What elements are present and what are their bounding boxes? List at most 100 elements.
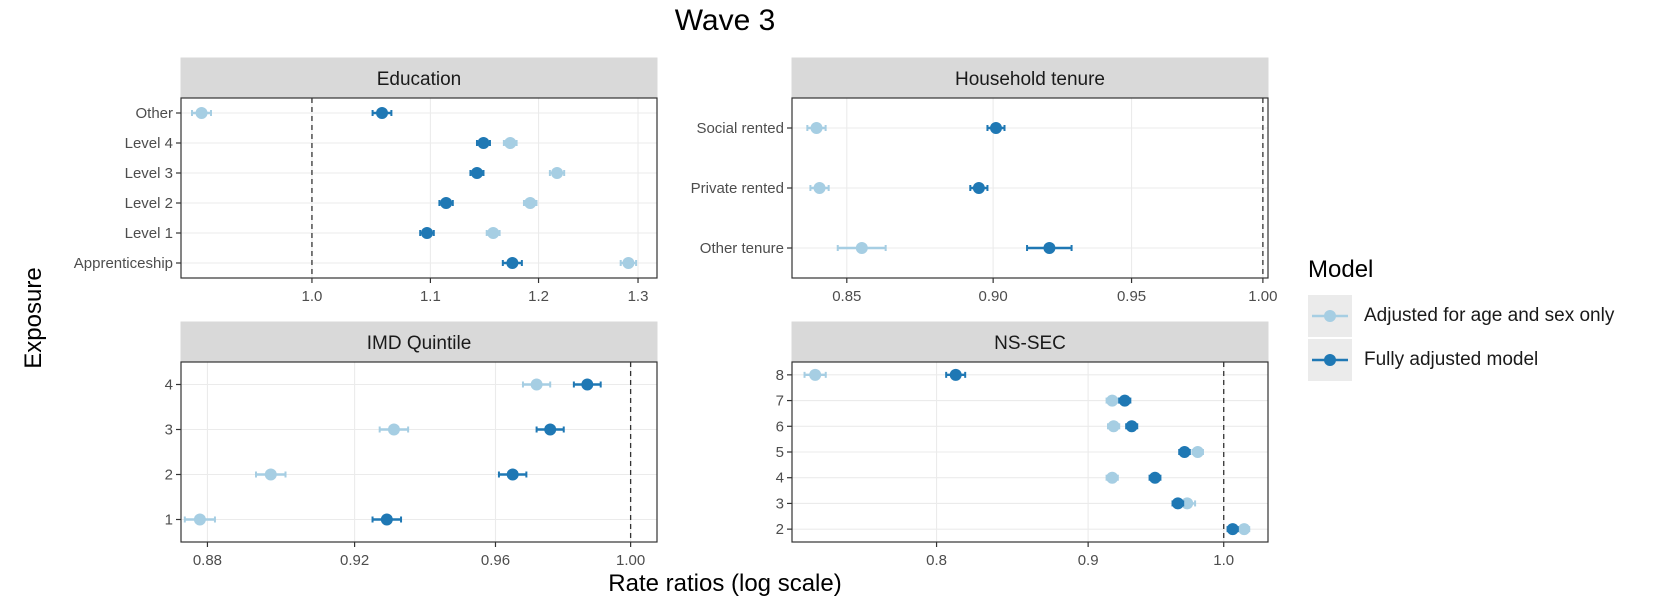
data-point <box>622 257 635 269</box>
y-tick-label: 2 <box>165 467 173 484</box>
y-tick-label: Level 1 <box>125 225 173 242</box>
x-tick-label: 0.8 <box>926 552 947 569</box>
x-tick-label: 1.00 <box>616 552 645 569</box>
data-point <box>387 423 400 436</box>
x-tick-label: 0.92 <box>340 552 369 569</box>
data-point <box>1238 523 1251 536</box>
data-point <box>506 468 519 481</box>
facet-strip <box>791 57 1269 99</box>
data-point <box>1043 242 1056 254</box>
x-tick-label: 0.95 <box>1117 288 1146 305</box>
data-point <box>1171 497 1184 510</box>
x-tick-label: 1.00 <box>1248 288 1277 305</box>
y-tick-label: 4 <box>165 377 173 394</box>
y-tick-label: 8 <box>776 367 784 384</box>
y-tick-label: 1 <box>165 512 173 529</box>
data-point <box>1191 446 1204 458</box>
x-tick-label: 1.0 <box>302 288 323 305</box>
data-point <box>810 122 823 134</box>
facet-title: Household tenure <box>955 69 1105 90</box>
legend-item-adjusted-age-sex: Adjusted for age and sex only <box>1308 294 1614 338</box>
data-point <box>530 378 543 391</box>
y-tick-label: 3 <box>165 422 173 439</box>
y-tick-label: Private rented <box>691 180 784 197</box>
facet-ns-sec: NS-SEC 0.8 0.9 1.0 8 7 6 5 4 3 2 <box>776 321 1269 569</box>
y-tick-label: 5 <box>776 444 784 461</box>
legend: Model Adjusted for age and sex only Full… <box>1308 256 1614 382</box>
x-tick-label: 1.1 <box>420 288 441 305</box>
x-tick-label: 0.88 <box>193 552 222 569</box>
y-tick-label: 2 <box>776 521 784 538</box>
data-point <box>1178 446 1191 458</box>
x-tick-label: 0.96 <box>481 552 510 569</box>
facet-strip <box>791 321 1269 363</box>
facet-household-tenure: Household tenure 0.85 0.90 0.95 1.00 Social r… <box>691 57 1277 305</box>
data-point <box>487 227 500 239</box>
y-tick-label: 7 <box>776 393 784 410</box>
facet-education: Education 1.0 1.1 1.2 1.3 Other Level 4 Level 3… <box>74 57 658 305</box>
data-point <box>506 257 519 269</box>
data-point <box>581 378 594 391</box>
y-tick-label: Other tenure <box>700 240 784 257</box>
legend-key-adjusted-age-sex <box>1308 295 1352 337</box>
data-point <box>524 197 537 209</box>
legend-key-fully-adjusted <box>1308 339 1352 381</box>
y-tick-label: 3 <box>776 495 784 512</box>
data-point <box>380 513 393 526</box>
data-point <box>376 107 389 119</box>
data-point <box>1125 420 1138 433</box>
y-tick-label: Social rented <box>696 120 784 137</box>
facet-title: IMD Quintile <box>367 333 472 354</box>
data-point <box>1118 394 1131 407</box>
data-point <box>1149 471 1162 484</box>
x-tick-label: 1.2 <box>528 288 549 305</box>
y-tick-label: 4 <box>776 470 784 487</box>
facet-title: NS-SEC <box>994 333 1066 354</box>
legend-label-fully-adjusted: Fully adjusted model <box>1364 349 1539 370</box>
panel-border <box>180 97 658 279</box>
data-point <box>193 513 206 526</box>
legend-title: Model <box>1308 256 1374 283</box>
y-tick-label: Apprenticeship <box>74 255 173 272</box>
x-tick-label: 1.0 <box>1213 552 1234 569</box>
data-point <box>1106 394 1119 407</box>
data-point <box>809 368 822 381</box>
facet-imd-quintile: IMD Quintile 0.88 0.92 0.96 1.00 4 3 2 1 <box>165 321 658 569</box>
facet-title: Education <box>377 69 462 90</box>
legend-item-fully-adjusted: Fully adjusted model <box>1308 338 1614 382</box>
y-tick-label: 6 <box>776 418 784 435</box>
data-point <box>195 107 208 119</box>
data-point <box>264 468 277 481</box>
panel-background <box>181 362 657 542</box>
panel-background <box>181 98 657 278</box>
data-point <box>504 137 517 149</box>
data-point <box>544 423 557 436</box>
data-point <box>1226 523 1239 536</box>
facet-strip <box>180 321 658 363</box>
y-tick-label: Level 4 <box>125 135 173 152</box>
data-point <box>949 368 962 381</box>
data-point <box>1107 420 1120 433</box>
data-point <box>972 182 985 194</box>
y-tick-label: Level 2 <box>125 195 173 212</box>
y-tick-label: Other <box>135 105 173 122</box>
x-tick-label: 0.85 <box>832 288 861 305</box>
x-axis-title: Rate ratios (log scale) <box>608 570 842 597</box>
data-point <box>551 167 564 179</box>
data-point <box>440 197 453 209</box>
data-point <box>989 122 1002 134</box>
data-point <box>855 242 868 254</box>
x-tick-label: 0.9 <box>1078 552 1099 569</box>
y-tick-label: Level 3 <box>125 165 173 182</box>
data-point <box>421 227 434 239</box>
x-tick-label: 1.3 <box>628 288 649 305</box>
data-point <box>470 167 483 179</box>
panel-border <box>180 361 658 543</box>
data-point <box>813 182 826 194</box>
legend-label-adjusted-age-sex: Adjusted for age and sex only <box>1364 305 1615 326</box>
chart-title: Wave 3 <box>674 4 776 37</box>
data-point <box>477 137 490 149</box>
x-tick-label: 0.90 <box>979 288 1008 305</box>
